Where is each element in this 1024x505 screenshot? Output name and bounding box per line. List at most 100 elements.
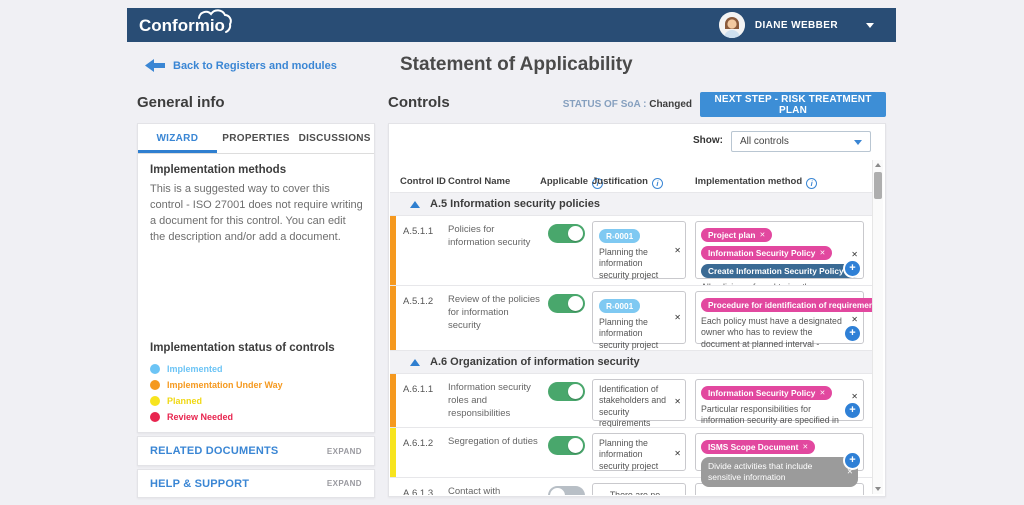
next-step-button[interactable]: NEXT STEP - RISK TREATMENT PLAN	[700, 92, 886, 117]
add-icon[interactable]: +	[845, 453, 860, 468]
tag-label: Create Information Security Policy	[708, 266, 844, 276]
document-tag[interactable]: Information Security Policy ✕	[701, 386, 833, 400]
soa-status-label: STATUS OF SoA :	[562, 99, 647, 110]
justification-box[interactable]: Planning the information security projec…	[592, 433, 686, 471]
info-icon[interactable]: i	[806, 178, 818, 189]
column-applicable: Applicable i	[540, 176, 604, 189]
controls-heading: Controls	[388, 94, 450, 111]
status-strip	[390, 216, 396, 285]
clear-icon[interactable]: ✕	[851, 315, 858, 324]
implementation-box[interactable]: ISMS Scope Document ✕ Divide activities t…	[695, 433, 864, 488]
section-title: A.6 Organization of information security	[430, 356, 640, 368]
column-control-name: Control Name	[448, 176, 511, 187]
legend-item-planned: Planned	[150, 396, 335, 406]
clear-icon[interactable]: ✕	[674, 245, 681, 255]
justification-box[interactable]: There are no related risks	[592, 483, 686, 495]
document-tag[interactable]: Project plan ✕	[701, 228, 773, 242]
scroll-down-icon[interactable]	[875, 487, 881, 491]
tab-discussions[interactable]: DISCUSSIONS	[298, 133, 371, 144]
remove-icon[interactable]: ✕	[819, 250, 826, 257]
justification-text: Planning the information security projec…	[599, 438, 659, 471]
info-icon[interactable]: i	[592, 178, 604, 189]
document-tag[interactable]: ISMS Scope Document ✕	[701, 440, 816, 454]
remove-icon[interactable]: ✕	[846, 467, 853, 477]
control-row-a611: A.6.1.1 Information security roles and r…	[390, 373, 872, 437]
applicable-toggle[interactable]	[548, 382, 585, 401]
applicable-toggle[interactable]	[548, 486, 585, 495]
clear-icon[interactable]: ✕	[674, 313, 681, 323]
applicable-toggle[interactable]	[548, 224, 585, 243]
legend-label: Review Needed	[167, 412, 234, 422]
control-name: Segregation of duties	[448, 436, 538, 447]
tab-properties[interactable]: PROPERTIES	[222, 133, 290, 144]
add-icon[interactable]: +	[845, 261, 860, 276]
legend-label: Planned	[167, 396, 203, 406]
risk-tag[interactable]: R-0001	[599, 299, 641, 313]
implementation-box[interactable]: Project plan ✕ Information Security Polic…	[695, 221, 864, 315]
section-header-a6[interactable]: A.6 Organization of information security	[390, 350, 872, 373]
help-support-toggle[interactable]: HELP & SUPPORT EXPAND	[138, 470, 374, 497]
tab-wizard[interactable]: WIZARD	[138, 124, 217, 153]
collapse-icon[interactable]	[410, 359, 420, 366]
column-justification: Justification i	[592, 176, 663, 189]
general-info-heading: General info	[137, 94, 225, 111]
back-link[interactable]: Back to Registers and modules	[145, 59, 337, 72]
controls-table: A.5 Information security policies A.5.1.…	[390, 192, 872, 495]
info-icon[interactable]: i	[651, 178, 663, 189]
applicable-toggle[interactable]	[548, 436, 585, 455]
show-filter-value: All controls	[740, 136, 789, 147]
status-dot-icon	[150, 364, 160, 374]
show-filter-select[interactable]: All controls	[731, 131, 871, 152]
scroll-up-icon[interactable]	[875, 163, 881, 167]
remove-icon[interactable]: ✕	[819, 390, 826, 397]
control-name: Review of the policies for information s…	[448, 294, 540, 331]
remove-icon[interactable]: ✕	[802, 444, 809, 451]
risk-tag[interactable]: R-0001	[599, 229, 641, 243]
conformio-cloud-logo-icon: Conformio	[139, 8, 232, 35]
action-tag[interactable]: Create Information Security Policy✕	[701, 264, 861, 278]
remove-icon[interactable]: ✕	[759, 232, 766, 239]
document-tag[interactable]: Information Security Policy ✕	[701, 246, 833, 260]
show-filter-label: Show:	[693, 135, 723, 146]
toggle-knob	[550, 488, 565, 495]
implementation-box[interactable]: Information Security Policy ✕ Particular …	[695, 379, 864, 437]
related-documents-toggle[interactable]: RELATED DOCUMENTS EXPAND	[138, 437, 374, 465]
soa-status: STATUS OF SoA : Changed	[547, 99, 692, 110]
control-row-a512: A.5.1.2 Review of the policies for infor…	[390, 285, 872, 372]
section-header-a5[interactable]: A.5 Information security policies	[390, 192, 872, 215]
control-id: A.6.1.1	[403, 384, 434, 395]
clear-icon[interactable]: ✕	[674, 396, 681, 406]
expand-button[interactable]: EXPAND	[326, 479, 362, 488]
justification-box[interactable]: Identification of stakeholders and secur…	[592, 379, 686, 428]
control-name: Policies for information security	[448, 224, 531, 248]
justification-text: Planning the information security projec…	[599, 317, 659, 350]
justification-text: Identification of stakeholders and secur…	[599, 384, 666, 429]
applicable-toggle[interactable]	[548, 294, 585, 313]
document-tag[interactable]: Procedure for identification of requirem…	[701, 298, 872, 312]
general-info-card: WIZARD PROPERTIES DISCUSSIONS Implementa…	[137, 123, 375, 433]
scrollbar-thumb[interactable]	[874, 172, 882, 199]
clear-icon[interactable]: ✕	[851, 392, 858, 401]
clear-icon[interactable]: ✕	[674, 449, 681, 459]
collapse-icon[interactable]	[410, 201, 420, 208]
table-scrollbar[interactable]	[872, 160, 883, 494]
justification-box[interactable]: R-0001 Planning the information security…	[592, 221, 686, 280]
status-dot-icon	[150, 380, 160, 390]
clear-icon[interactable]: ✕	[851, 250, 858, 259]
legend-item-under-way: Implementation Under Way	[150, 380, 335, 390]
status-strip	[390, 428, 396, 477]
wizard-content: Implementation methods This is a suggest…	[138, 154, 374, 256]
brand-logo[interactable]: Conformio	[137, 8, 285, 43]
avatar	[718, 12, 745, 38]
expand-button[interactable]: EXPAND	[326, 446, 362, 456]
related-documents-card: RELATED DOCUMENTS EXPAND	[137, 436, 375, 466]
add-icon[interactable]: +	[845, 403, 860, 418]
control-id: A.5.1.1	[403, 226, 434, 237]
status-strip	[390, 286, 396, 350]
user-menu[interactable]: DIANE WEBBER	[718, 12, 896, 38]
implementation-box[interactable]: Procedure for identification of requirem…	[695, 291, 872, 372]
highlighted-note[interactable]: Divide activities that include sensitive…	[701, 457, 858, 488]
column-control-id: Control ID	[400, 176, 446, 187]
justification-box[interactable]: R-0001 Planning the information security…	[592, 291, 686, 350]
add-icon[interactable]: +	[845, 326, 860, 341]
